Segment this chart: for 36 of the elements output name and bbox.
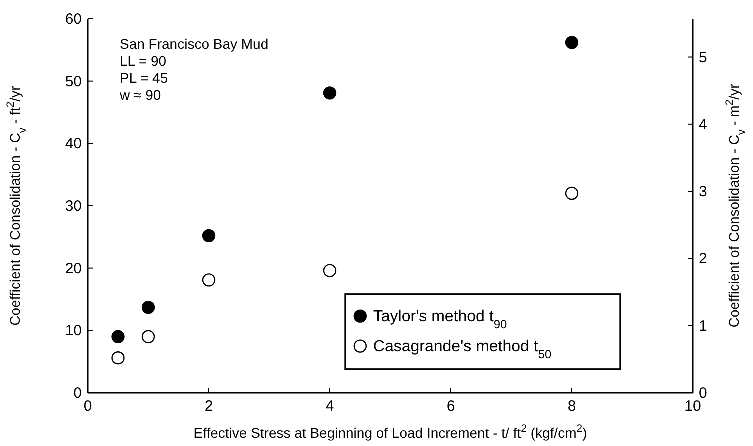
y-tick-label: 40	[65, 136, 82, 153]
y-tick-label: 10	[65, 322, 82, 340]
point	[323, 86, 337, 100]
point	[565, 186, 579, 200]
y-tick-label: 0	[74, 385, 82, 402]
y2-tick-label: 5	[699, 49, 708, 66]
legend-label: Casagrande's method t$_{50}$	[373, 338, 552, 362]
point	[323, 264, 337, 278]
x-tick-label: 6	[446, 398, 456, 415]
y2-tick-label: 1	[699, 318, 708, 335]
y-tick-label: 20	[65, 260, 82, 278]
x-tick-label: 0	[84, 398, 92, 415]
point	[112, 330, 125, 344]
annotation: San Francisco Bay Mud	[120, 36, 269, 52]
x-tick-label: 8	[568, 398, 576, 415]
x-tick-label: 10	[684, 398, 702, 415]
legend-label: Taylor's method t$_{90}$	[373, 308, 508, 332]
annotation: w ≈ 90	[119, 87, 162, 103]
y-tick-label: 60	[65, 11, 82, 28]
point	[202, 229, 216, 243]
point	[112, 351, 125, 365]
y2-tick-label: 3	[699, 184, 708, 201]
point	[142, 330, 156, 344]
y2-tick-label: 0	[699, 385, 708, 402]
y2-tick-label: 2	[699, 250, 708, 268]
y-tick-label: 50	[65, 73, 82, 90]
y2-tick-label: 4	[699, 116, 708, 134]
x-tick-label: 2	[204, 398, 214, 415]
x-axis-title: Effective Stress at Beginning of Load Increment - t/ ft$^{2}$ (kgf/cm$^{2}$)	[194, 423, 588, 441]
x-tick-label: 4	[326, 398, 334, 415]
annotation: PL = 45	[120, 70, 168, 86]
point	[565, 36, 579, 50]
point	[202, 274, 216, 287]
y-tick-label: 30	[65, 198, 82, 215]
point	[142, 301, 156, 314]
annotation: LL = 90	[120, 53, 167, 69]
